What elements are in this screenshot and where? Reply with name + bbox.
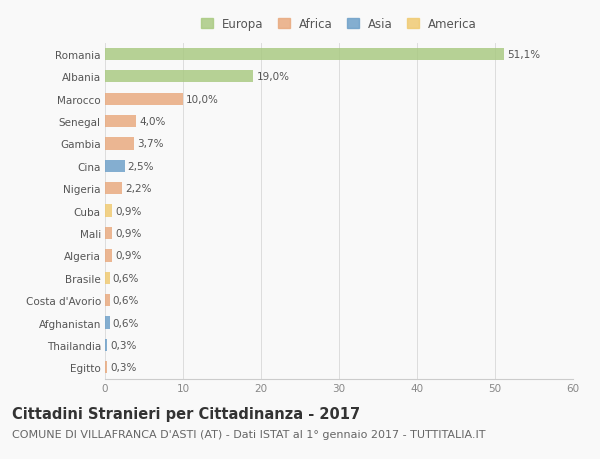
Text: 19,0%: 19,0% bbox=[256, 72, 289, 82]
Text: 2,5%: 2,5% bbox=[128, 162, 154, 172]
Bar bbox=[105, 250, 112, 262]
Bar bbox=[105, 183, 122, 195]
Bar bbox=[105, 138, 134, 150]
Text: 10,0%: 10,0% bbox=[186, 95, 219, 105]
Text: 2,2%: 2,2% bbox=[125, 184, 152, 194]
Bar bbox=[105, 205, 112, 217]
Text: 51,1%: 51,1% bbox=[506, 50, 540, 60]
Text: 0,3%: 0,3% bbox=[110, 340, 137, 350]
Text: COMUNE DI VILLAFRANCA D'ASTI (AT) - Dati ISTAT al 1° gennaio 2017 - TUTTITALIA.I: COMUNE DI VILLAFRANCA D'ASTI (AT) - Dati… bbox=[12, 429, 485, 439]
Text: 0,9%: 0,9% bbox=[115, 229, 142, 239]
Legend: Europa, Africa, Asia, America: Europa, Africa, Asia, America bbox=[201, 18, 477, 31]
Bar bbox=[105, 317, 110, 329]
Bar bbox=[105, 294, 110, 307]
Bar bbox=[105, 272, 110, 284]
Bar bbox=[105, 339, 107, 351]
Bar bbox=[105, 160, 125, 173]
Text: 0,6%: 0,6% bbox=[113, 273, 139, 283]
Text: 0,9%: 0,9% bbox=[115, 251, 142, 261]
Bar bbox=[105, 116, 136, 128]
Bar bbox=[105, 49, 503, 61]
Bar bbox=[105, 227, 112, 240]
Text: 3,7%: 3,7% bbox=[137, 139, 163, 149]
Text: 0,9%: 0,9% bbox=[115, 206, 142, 216]
Bar bbox=[105, 93, 183, 106]
Bar bbox=[105, 361, 107, 374]
Text: 0,6%: 0,6% bbox=[113, 318, 139, 328]
Text: 4,0%: 4,0% bbox=[139, 117, 166, 127]
Text: 0,6%: 0,6% bbox=[113, 296, 139, 306]
Text: 0,3%: 0,3% bbox=[110, 363, 137, 373]
Text: Cittadini Stranieri per Cittadinanza - 2017: Cittadini Stranieri per Cittadinanza - 2… bbox=[12, 406, 360, 421]
Bar bbox=[105, 71, 253, 83]
